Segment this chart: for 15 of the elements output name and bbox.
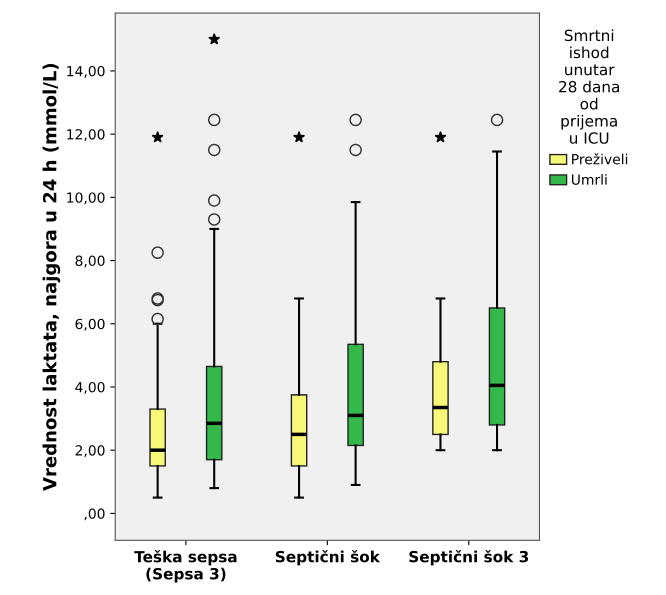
- y-tick-label: ,00: [84, 508, 105, 520]
- y-tick-label: 12,00: [67, 129, 105, 142]
- y-tick-label: 8,00: [76, 256, 105, 268]
- legend-label: Preživeli: [572, 153, 628, 164]
- y-tick-label: 4,00: [75, 382, 105, 394]
- y-axis-title: Vrednost laktata, najgora u 24 h (mmol/L): [42, 64, 60, 491]
- y-tick-label: 2,00: [76, 445, 105, 458]
- legend-title: Smrtni ishod unutar 28 dana od prijema u ICU: [559, 29, 619, 144]
- x-tick-label: Septični šok 3: [409, 550, 528, 566]
- y-tick-label: 14,00: [67, 66, 105, 78]
- y-tick-label: 10,00: [67, 192, 105, 204]
- x-tick-label: Septični šok: [276, 550, 380, 566]
- legend-label: Umrli: [572, 174, 607, 185]
- x-tick-label: Teška sepsa (Sepsa 3): [134, 550, 236, 582]
- y-tick-label: 6,00: [76, 318, 105, 331]
